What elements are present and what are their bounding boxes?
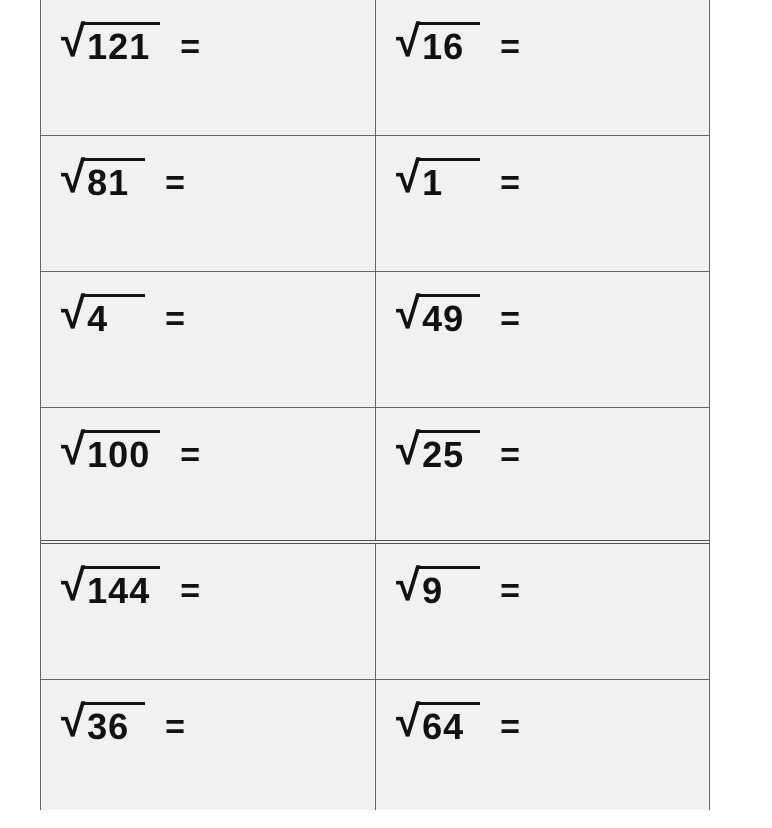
radicand: 1 xyxy=(418,158,480,201)
worksheet-table: √ 121 = √ 16 = √ 81 = √ 1 = xyxy=(40,0,710,810)
equals-sign: = xyxy=(500,436,522,475)
radical-icon: √ xyxy=(396,292,420,336)
radical-icon: √ xyxy=(61,20,85,64)
radicand: 81 xyxy=(83,158,145,201)
radicand: 144 xyxy=(83,566,160,609)
radical-icon: √ xyxy=(61,700,85,744)
sqrt-expression: √ 121 xyxy=(61,22,160,66)
radical-icon: √ xyxy=(396,428,420,472)
sqrt-expression: √ 100 xyxy=(61,430,160,474)
table-row: √ 121 = √ 16 = xyxy=(41,0,709,136)
radicand: 25 xyxy=(418,430,480,473)
table-row: √ 100 = √ 25 = xyxy=(41,408,709,544)
cell-left: √ 4 = xyxy=(41,272,375,407)
sqrt-expression: √ 36 xyxy=(61,702,145,746)
radical-icon: √ xyxy=(396,20,420,64)
radical-icon: √ xyxy=(61,564,85,608)
radical-icon: √ xyxy=(61,156,85,200)
table-row: √ 4 = √ 49 = xyxy=(41,272,709,408)
radicand: 36 xyxy=(83,702,145,745)
radicand: 4 xyxy=(83,294,145,337)
equals-sign: = xyxy=(500,300,522,339)
equals-sign: = xyxy=(180,28,202,67)
equals-sign: = xyxy=(500,708,522,747)
sqrt-expression: √ 25 xyxy=(396,430,480,474)
radical-icon: √ xyxy=(61,292,85,336)
sqrt-expression: √ 64 xyxy=(396,702,480,746)
sqrt-expression: √ 16 xyxy=(396,22,480,66)
radicand: 16 xyxy=(418,22,480,65)
cell-left: √ 100 = xyxy=(41,408,375,540)
table-row: √ 36 = √ 64 = xyxy=(41,680,709,810)
radical-icon: √ xyxy=(396,156,420,200)
cell-right: √ 49 = xyxy=(375,272,709,407)
cell-right: √ 25 = xyxy=(375,408,709,540)
equals-sign: = xyxy=(500,28,522,67)
sqrt-expression: √ 81 xyxy=(61,158,145,202)
table-row: √ 144 = √ 9 = xyxy=(41,544,709,680)
sqrt-expression: √ 144 xyxy=(61,566,160,610)
radicand: 121 xyxy=(83,22,160,65)
equals-sign: = xyxy=(165,708,187,747)
sqrt-expression: √ 9 xyxy=(396,566,480,610)
cell-left: √ 36 = xyxy=(41,680,375,810)
cell-left: √ 81 = xyxy=(41,136,375,271)
cell-right: √ 16 = xyxy=(375,0,709,135)
radicand: 100 xyxy=(83,430,160,473)
equals-sign: = xyxy=(165,164,187,203)
cell-left: √ 121 = xyxy=(41,0,375,135)
cell-left: √ 144 = xyxy=(41,544,375,679)
sqrt-expression: √ 4 xyxy=(61,294,145,338)
equals-sign: = xyxy=(165,300,187,339)
sqrt-expression: √ 1 xyxy=(396,158,480,202)
radical-icon: √ xyxy=(396,700,420,744)
radicand: 9 xyxy=(418,566,480,609)
equals-sign: = xyxy=(500,164,522,203)
radical-icon: √ xyxy=(396,564,420,608)
equals-sign: = xyxy=(500,572,522,611)
cell-right: √ 64 = xyxy=(375,680,709,810)
radicand: 49 xyxy=(418,294,480,337)
equals-sign: = xyxy=(180,572,202,611)
cell-right: √ 1 = xyxy=(375,136,709,271)
radical-icon: √ xyxy=(61,428,85,472)
cell-right: √ 9 = xyxy=(375,544,709,679)
table-row: √ 81 = √ 1 = xyxy=(41,136,709,272)
equals-sign: = xyxy=(180,436,202,475)
radicand: 64 xyxy=(418,702,480,745)
sqrt-expression: √ 49 xyxy=(396,294,480,338)
